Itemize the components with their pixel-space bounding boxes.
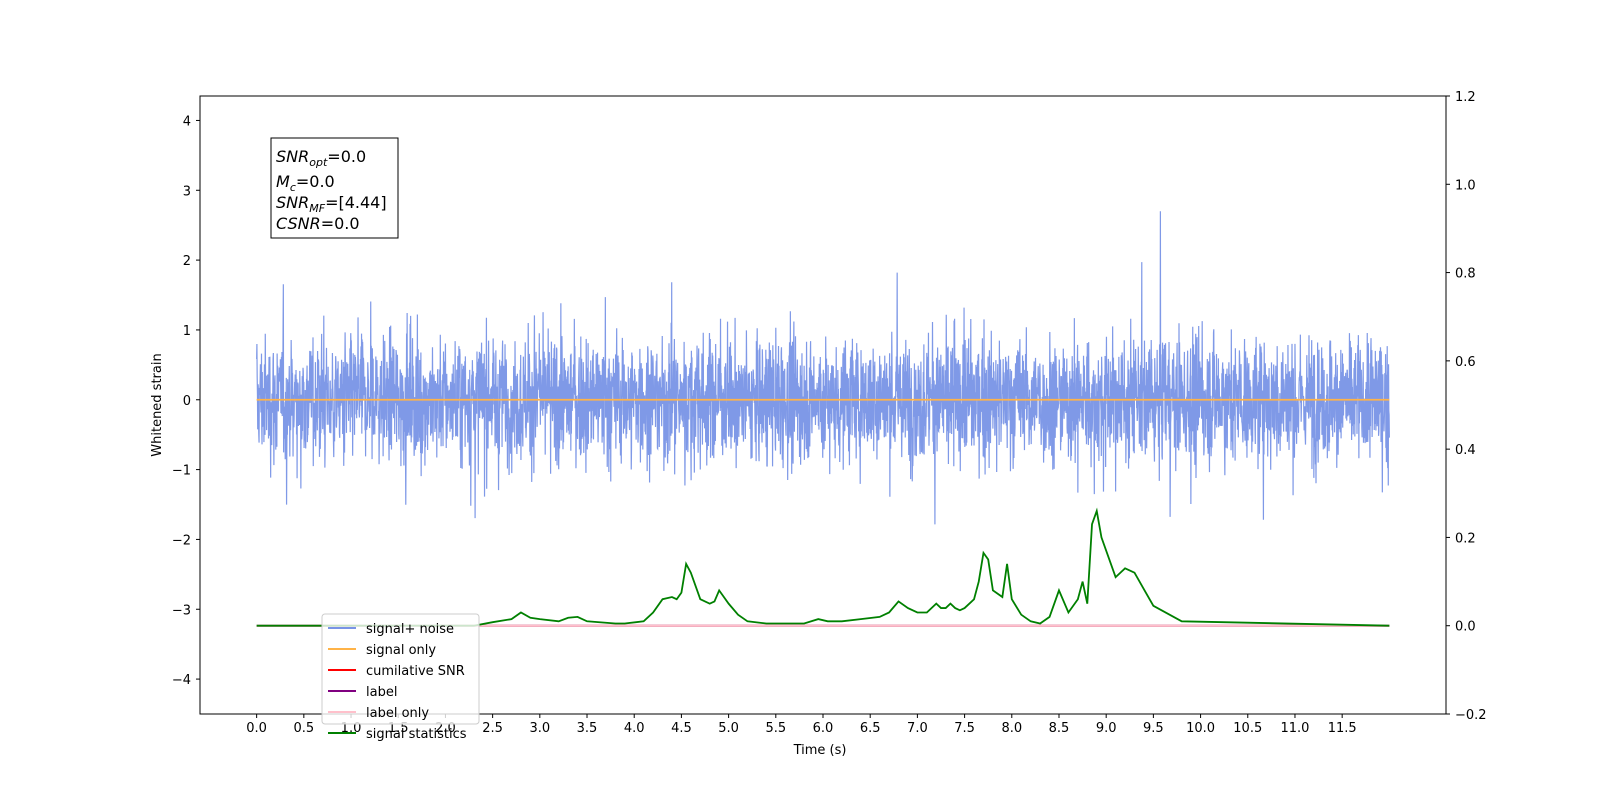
series-line-5	[256, 507, 1390, 627]
x-tick-label: 5.0	[718, 721, 739, 736]
y-axis-left: −4 −3 −2 −1 0 1 2 3 4	[172, 114, 200, 688]
x-tick-label: 0.5	[293, 721, 314, 736]
y-tick-label: 0	[183, 394, 191, 409]
x-tick-label: 10.5	[1233, 721, 1262, 736]
y-tick-label: 2	[183, 254, 191, 269]
y-tick-label: −3	[172, 603, 191, 618]
legend-label: cumilative SNR	[366, 664, 465, 679]
legend-frame	[321, 613, 480, 725]
y-axis-label: Whitened strain	[150, 353, 165, 456]
x-axis-label: Time (s)	[793, 743, 847, 758]
x-tick-label: 8.5	[1049, 721, 1070, 736]
y-right-tick-label: 1.2	[1455, 90, 1476, 105]
info-line-snr-mf: SNRMF=[4.44]	[276, 193, 387, 215]
x-tick-label: 10.0	[1186, 721, 1215, 736]
x-tick-label: 4.0	[624, 721, 645, 736]
y-right-tick-label: 0.2	[1455, 531, 1476, 546]
y-tick-label: 3	[183, 184, 191, 199]
x-tick-label: 2.5	[482, 721, 503, 736]
legend-label: label	[366, 685, 397, 700]
x-tick-label: 6.5	[860, 721, 881, 736]
y-right-tick-label: 0.4	[1455, 443, 1476, 458]
y-right-tick-label: 0.6	[1455, 355, 1476, 370]
x-tick-label: 9.0	[1096, 721, 1117, 736]
legend-label: label only	[366, 706, 429, 721]
info-line-snr-opt: SNRopt=0.0	[276, 147, 366, 169]
y-axis-right: −0.2 0.0 0.2 0.4 0.6 0.8 1.0 1.2	[1446, 90, 1487, 723]
y-tick-label: −1	[172, 464, 191, 479]
x-tick-label: 3.5	[577, 721, 598, 736]
y-right-tick-label: −0.2	[1455, 708, 1487, 723]
legend: signal+ noise signal only cumilative SNR la…	[321, 613, 480, 742]
legend-label: signal+ noise	[366, 622, 454, 637]
x-tick-label: 4.5	[671, 721, 692, 736]
x-tick-label: 2.0	[435, 721, 456, 736]
info-line-csnr: CSNR=0.0	[276, 214, 360, 233]
x-tick-label: 9.5	[1143, 721, 1164, 736]
y-right-tick-label: 1.0	[1455, 178, 1476, 193]
signal-noise-series	[256, 211, 1390, 525]
x-tick-label: 11.0	[1280, 721, 1309, 736]
x-tick-label: 3.0	[529, 721, 550, 736]
info-line-mc: Mc=0.0	[276, 172, 335, 194]
y-right-tick-label: 0.0	[1455, 620, 1476, 635]
x-tick-label: 1.5	[388, 721, 409, 736]
y-tick-label: −4	[172, 673, 191, 688]
x-tick-label: 8.0	[1001, 721, 1022, 736]
x-tick-label: 7.0	[907, 721, 928, 736]
x-tick-label: 5.5	[765, 721, 786, 736]
info-box: SNRopt=0.0 Mc=0.0 SNRMF=[4.44] CSNR=0.0	[270, 137, 399, 239]
x-tick-label: 0.0	[246, 721, 267, 736]
x-tick-label: 6.0	[813, 721, 834, 736]
y-tick-label: 1	[183, 324, 191, 339]
y-right-tick-label: 0.8	[1455, 267, 1476, 282]
x-tick-label: 11.5	[1328, 721, 1357, 736]
legend-label: signal only	[366, 643, 436, 658]
x-tick-label: 7.5	[954, 721, 975, 736]
y-tick-label: −2	[172, 533, 191, 548]
signal-noise-line	[256, 211, 1390, 525]
legend-label: signal statistics	[366, 727, 467, 742]
info-box-frame	[270, 137, 399, 239]
y-tick-label: 4	[183, 114, 191, 129]
